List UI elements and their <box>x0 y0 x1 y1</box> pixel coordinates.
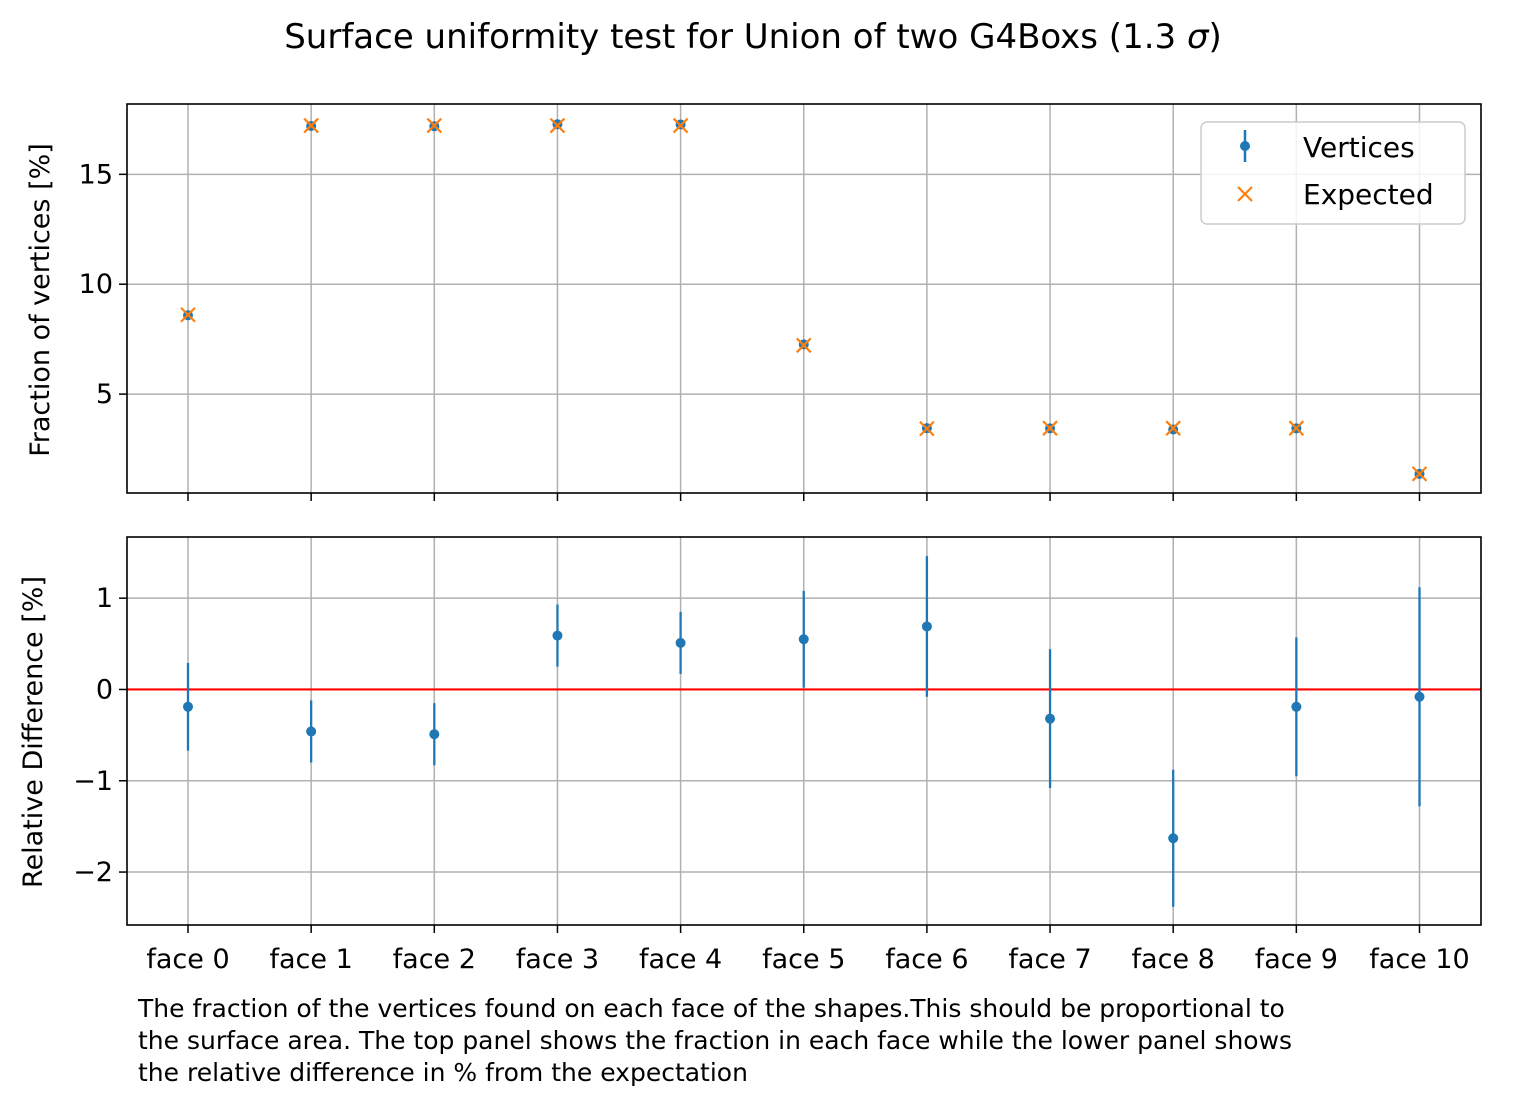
chart-title: Surface uniformity test for Union of two… <box>284 17 1222 57</box>
top-y-axis-label: Fraction of vertices [%] <box>25 143 56 457</box>
top-expected-marker <box>303 117 319 134</box>
bottom-panel: −2 −1 0 1 face 0 face 1 face 2 face 3 face 4 face… <box>73 536 1482 975</box>
legend-vertices-marker <box>1240 141 1250 151</box>
top-expected-marker <box>1042 420 1058 436</box>
bottom-x-tick-label: face 8 <box>1132 944 1215 975</box>
top-expected-marker <box>549 117 566 134</box>
top-y-tick-label: 10 <box>79 269 113 300</box>
bottom-x-tick-label: face 2 <box>393 944 476 975</box>
bottom-y-axis-label: Relative Difference [%] <box>18 576 49 888</box>
bottom-data-point <box>429 729 440 740</box>
caption-line: the relative difference in % from the ex… <box>138 1058 748 1087</box>
legend-vertices-label: Vertices <box>1303 131 1415 164</box>
bottom-y-tick-label: −2 <box>73 857 113 888</box>
top-expected-marker <box>1288 420 1305 436</box>
bottom-y-tick-label: 0 <box>96 674 113 705</box>
bottom-data-point <box>921 621 932 632</box>
bottom-x-tick-label: face 0 <box>146 944 229 975</box>
legend-expected-marker <box>1237 186 1253 202</box>
bottom-x-tick-label: face 5 <box>762 944 845 975</box>
top-expected-marker <box>919 420 935 437</box>
bottom-data-point <box>306 726 317 737</box>
bottom-x-tick-label: face 7 <box>1008 944 1091 975</box>
bottom-data-point <box>1414 691 1425 702</box>
bottom-y-tick-label: 1 <box>96 583 113 614</box>
caption-line: the surface area. The top panel shows th… <box>138 1026 1293 1055</box>
bottom-x-tick-label: face 1 <box>270 944 353 975</box>
top-expected-marker <box>672 117 689 134</box>
legend: Vertices Expected <box>1200 121 1466 225</box>
caption-line: The fraction of the vertices found on ea… <box>138 994 1285 1023</box>
bottom-data-point <box>1045 713 1056 724</box>
bottom-x-tick-label: face 9 <box>1255 944 1338 975</box>
legend-box <box>1200 121 1466 225</box>
bottom-data-point <box>1168 833 1179 844</box>
bottom-data-point <box>675 637 686 648</box>
bottom-data-point <box>183 701 193 712</box>
bottom-data-point <box>552 630 563 641</box>
top-expected-marker <box>1165 420 1181 436</box>
top-expected-marker <box>426 117 443 134</box>
top-y-tick-label: 15 <box>79 159 113 190</box>
bottom-x-tick-label: face 3 <box>516 944 599 975</box>
bottom-x-tick-label: face 10 <box>1369 944 1469 975</box>
top-y-tick-label: 5 <box>96 379 113 410</box>
top-expected-marker <box>795 337 812 354</box>
bottom-data-point <box>798 634 809 645</box>
bottom-x-tick-label: face 6 <box>885 944 968 975</box>
bottom-x-tick-label: face 4 <box>639 944 722 975</box>
top-expected-marker <box>1411 466 1428 482</box>
legend-expected-label: Expected <box>1303 178 1434 211</box>
bottom-y-tick-label: −1 <box>73 766 113 797</box>
top-expected-marker <box>180 306 196 323</box>
bottom-data-point <box>1291 701 1302 712</box>
figure-caption: The fraction of the vertices found on ea… <box>138 993 1508 1089</box>
